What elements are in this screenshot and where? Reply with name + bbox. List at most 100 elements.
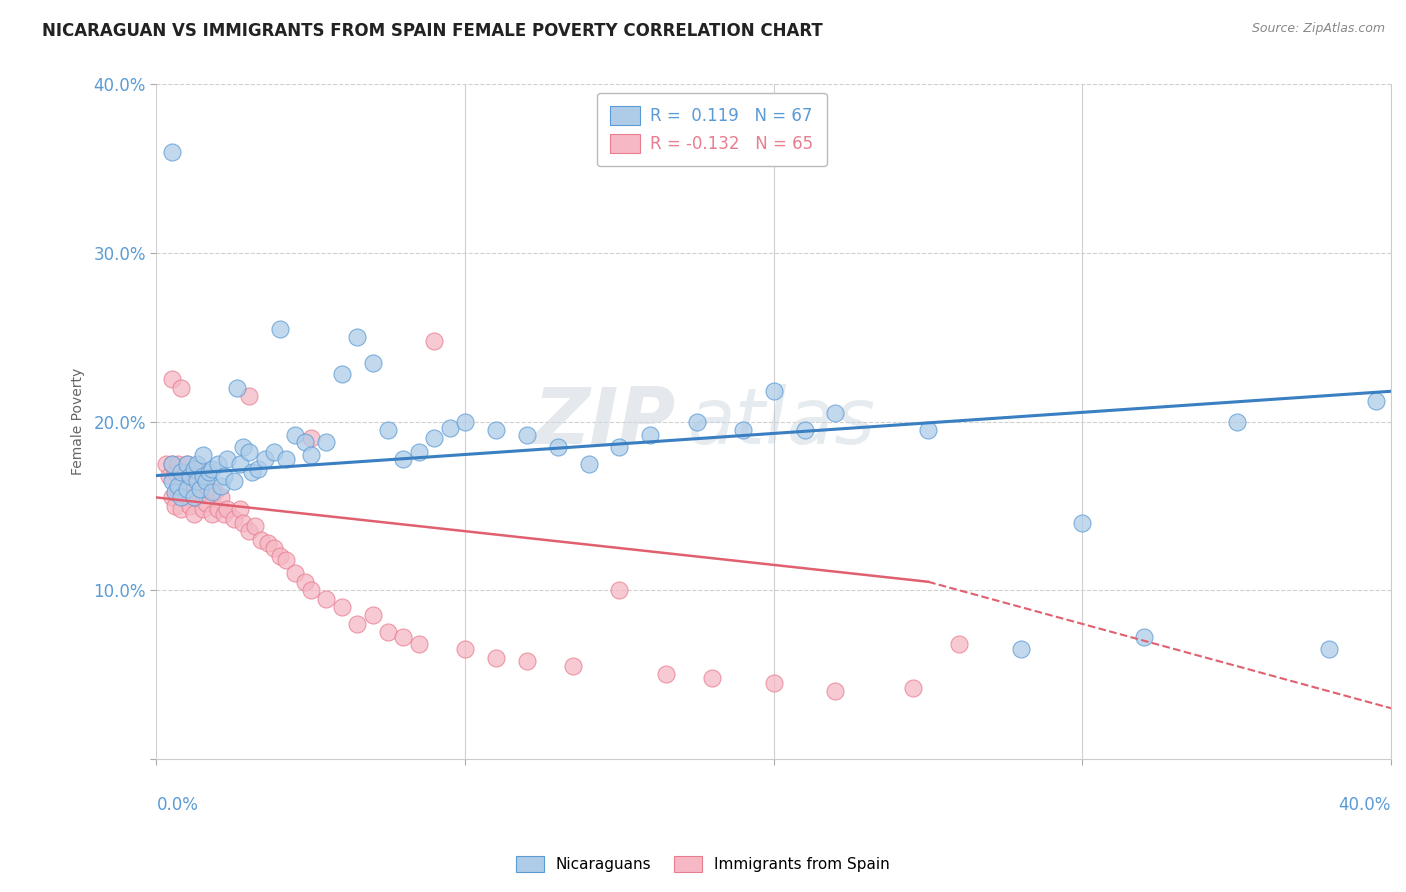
Point: [640, 428, 662, 442]
Point: [176, 457, 198, 471]
Point: [209, 478, 232, 492]
Point: [1317, 642, 1340, 657]
Text: atlas: atlas: [688, 384, 875, 459]
Point: [191, 502, 214, 516]
Point: [204, 485, 226, 500]
Point: [194, 474, 217, 488]
Point: [229, 457, 252, 471]
Point: [209, 491, 232, 505]
Point: [207, 502, 229, 516]
Point: [392, 631, 415, 645]
Point: [793, 423, 815, 437]
Point: [269, 322, 291, 336]
Point: [176, 491, 198, 505]
Text: NICARAGUAN VS IMMIGRANTS FROM SPAIN FEMALE POVERTY CORRELATION CHART: NICARAGUAN VS IMMIGRANTS FROM SPAIN FEMA…: [42, 22, 823, 40]
Point: [263, 541, 285, 555]
Point: [167, 485, 190, 500]
Point: [315, 591, 337, 606]
Point: [176, 457, 198, 471]
Point: [160, 474, 183, 488]
Point: [250, 533, 273, 547]
Point: [346, 330, 368, 344]
Point: [229, 502, 252, 516]
Point: [170, 381, 193, 395]
Legend: R =  0.119   N = 67, R = -0.132   N = 65: R = 0.119 N = 67, R = -0.132 N = 65: [598, 93, 827, 166]
Point: [214, 468, 236, 483]
Point: [157, 468, 180, 483]
Point: [217, 451, 239, 466]
Point: [222, 474, 245, 488]
Point: [762, 676, 785, 690]
Point: [284, 428, 307, 442]
Point: [170, 465, 193, 479]
Point: [191, 468, 214, 483]
Point: [188, 482, 211, 496]
Point: [361, 608, 384, 623]
Point: [516, 428, 538, 442]
Point: [183, 462, 205, 476]
Point: [201, 508, 224, 522]
Point: [198, 465, 221, 479]
Point: [247, 462, 270, 476]
Point: [232, 440, 254, 454]
Point: [191, 465, 214, 479]
Point: [256, 536, 278, 550]
Point: [330, 368, 353, 382]
Point: [207, 457, 229, 471]
Point: [170, 478, 193, 492]
Point: [294, 434, 316, 449]
Point: [232, 516, 254, 530]
Point: [194, 495, 217, 509]
Point: [423, 432, 446, 446]
Text: 0.0%: 0.0%: [156, 796, 198, 814]
Point: [179, 468, 201, 483]
Point: [214, 508, 236, 522]
Point: [253, 451, 276, 466]
Point: [299, 583, 322, 598]
Point: [454, 415, 477, 429]
Point: [274, 451, 297, 466]
Point: [217, 502, 239, 516]
Point: [245, 519, 267, 533]
Text: ZIP: ZIP: [533, 384, 675, 459]
Text: Source: ZipAtlas.com: Source: ZipAtlas.com: [1251, 22, 1385, 36]
Point: [454, 642, 477, 657]
Point: [225, 381, 247, 395]
Point: [1364, 394, 1386, 409]
Point: [516, 654, 538, 668]
Point: [700, 671, 723, 685]
Point: [167, 457, 190, 471]
Point: [824, 406, 846, 420]
Point: [269, 549, 291, 564]
Point: [179, 499, 201, 513]
Point: [762, 384, 785, 399]
Point: [731, 423, 754, 437]
Point: [173, 468, 195, 483]
Point: [578, 457, 600, 471]
Point: [170, 491, 193, 505]
Point: [392, 451, 415, 466]
Point: [201, 485, 224, 500]
Point: [238, 524, 260, 539]
Point: [238, 445, 260, 459]
Point: [163, 465, 186, 479]
Point: [1133, 631, 1156, 645]
Point: [299, 448, 322, 462]
Point: [423, 334, 446, 348]
Point: [547, 440, 569, 454]
Point: [198, 482, 221, 496]
Point: [361, 356, 384, 370]
Point: [1071, 516, 1094, 530]
Point: [377, 625, 399, 640]
Point: [654, 667, 676, 681]
Point: [222, 512, 245, 526]
Point: [315, 434, 337, 449]
Point: [274, 553, 297, 567]
Point: [294, 574, 316, 589]
Point: [685, 415, 707, 429]
Point: [167, 478, 190, 492]
Point: [186, 491, 208, 505]
Point: [330, 600, 353, 615]
Point: [346, 616, 368, 631]
Point: [485, 650, 508, 665]
